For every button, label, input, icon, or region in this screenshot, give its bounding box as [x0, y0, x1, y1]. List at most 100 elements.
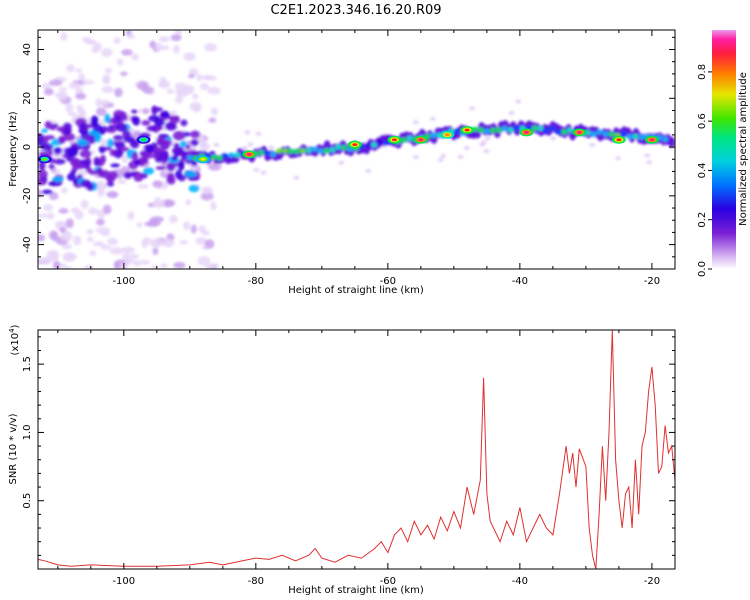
x-tick-label: -60 [380, 576, 396, 587]
y-tick-label: 0 [22, 144, 33, 150]
heat-blob [53, 158, 66, 165]
noise-blob [64, 254, 78, 259]
heat-blob [132, 116, 141, 126]
heat-blob [184, 170, 197, 178]
noise-blob [86, 228, 94, 235]
heat-blob [430, 132, 437, 138]
heat-blob [382, 140, 389, 146]
snr-ticks: -100 -80 -60 -40 -20 0.5 1.0 1.5 [22, 330, 675, 587]
heat-blob [180, 119, 188, 127]
snr-y-axis-label: SNR (10 * v/v) [8, 413, 19, 484]
noise-blob [176, 89, 183, 98]
heat-blob [584, 130, 591, 136]
noise-blob [152, 180, 163, 188]
heat-blob [162, 151, 170, 159]
noise-blob [169, 110, 177, 116]
noise-blob [86, 236, 94, 242]
noise-blob [166, 89, 175, 94]
noise-blob [174, 96, 183, 104]
heat-blob [662, 136, 669, 142]
noise-blob [190, 224, 197, 234]
heat-blob [513, 125, 520, 131]
y-tick-label: -40 [22, 236, 33, 252]
noise-blob [48, 79, 63, 87]
hotspot-core [649, 138, 655, 142]
heat-blob [210, 154, 217, 160]
heat-blob [90, 115, 99, 125]
spectrogram-x-axis-label: Height of straight line (km) [288, 285, 424, 296]
heat-blob [370, 142, 377, 148]
noise-blob [52, 260, 61, 269]
noise-blob [41, 83, 52, 89]
heat-blob [94, 133, 102, 143]
heat-blob [555, 129, 562, 135]
heat-blob [317, 148, 324, 154]
noise-blob [469, 106, 476, 111]
snr-frame [37, 329, 676, 570]
spectrogram-panel: -100 -80 -60 -40 -20 -40 -20 0 20 40 Height of st… [8, 29, 676, 296]
noise-blob [121, 246, 135, 254]
noise-blob [66, 64, 75, 73]
noise-blob [440, 154, 447, 159]
heat-blob [160, 110, 170, 119]
noise-blob [80, 199, 89, 209]
heat-blob [130, 139, 140, 149]
noise-blob [173, 261, 186, 269]
heat-blob [596, 129, 603, 135]
noise-blob [185, 199, 192, 206]
hotspot-core [616, 138, 622, 142]
noise-blob [213, 142, 220, 147]
noise-blob [365, 168, 372, 173]
heat-blob [141, 154, 149, 159]
noise-blob [56, 91, 68, 101]
heat-blob [287, 148, 294, 154]
heat-blob [549, 126, 556, 132]
heat-blob [131, 151, 139, 162]
noise-blob [121, 155, 128, 164]
heat-blob [38, 177, 47, 186]
noise-blob [508, 111, 515, 116]
noise-blob [192, 93, 199, 100]
noise-blob [92, 241, 105, 247]
noise-blob [100, 244, 111, 251]
heat-blob [79, 149, 92, 158]
heat-blob [507, 127, 514, 133]
heat-blob [365, 142, 372, 148]
heat-blob [166, 172, 175, 182]
heat-blob [93, 156, 100, 167]
heat-blob [608, 131, 615, 137]
y-tick-label: 1.0 [22, 424, 33, 440]
noise-blob [107, 237, 119, 246]
heat-blob [48, 164, 55, 169]
noise-blob [65, 103, 74, 113]
heat-blob [234, 152, 241, 158]
spectrogram-frame [37, 29, 676, 270]
heat-blob [38, 160, 46, 171]
noise-blob [107, 191, 119, 199]
noise-blob [150, 216, 164, 223]
heat-blob [119, 111, 127, 119]
x-tick-label: -80 [248, 276, 264, 287]
hotspot-core [523, 131, 529, 134]
spectrogram-heat-layer [38, 30, 675, 269]
noise-blob [104, 67, 113, 74]
snr-series-line [38, 330, 675, 569]
heat-blob [376, 139, 383, 145]
noise-blob [142, 108, 150, 115]
noise-blob [174, 30, 182, 36]
colorbar-label: Normalized spectral amplitude [738, 72, 749, 226]
y-tick-label: 40 [22, 43, 33, 56]
noise-blob [200, 192, 214, 201]
noise-blob [92, 42, 102, 52]
noise-blob [113, 37, 121, 44]
noise-blob [38, 213, 51, 218]
noise-blob [197, 256, 211, 266]
noise-blob [154, 42, 163, 52]
hotspot-core [576, 131, 582, 134]
snr-y-multiplier-base: (x10 [10, 333, 21, 356]
noise-blob [244, 130, 251, 135]
y-tick-label: 0.2 [697, 212, 708, 228]
heat-blob [138, 158, 149, 165]
noise-blob [268, 145, 275, 150]
